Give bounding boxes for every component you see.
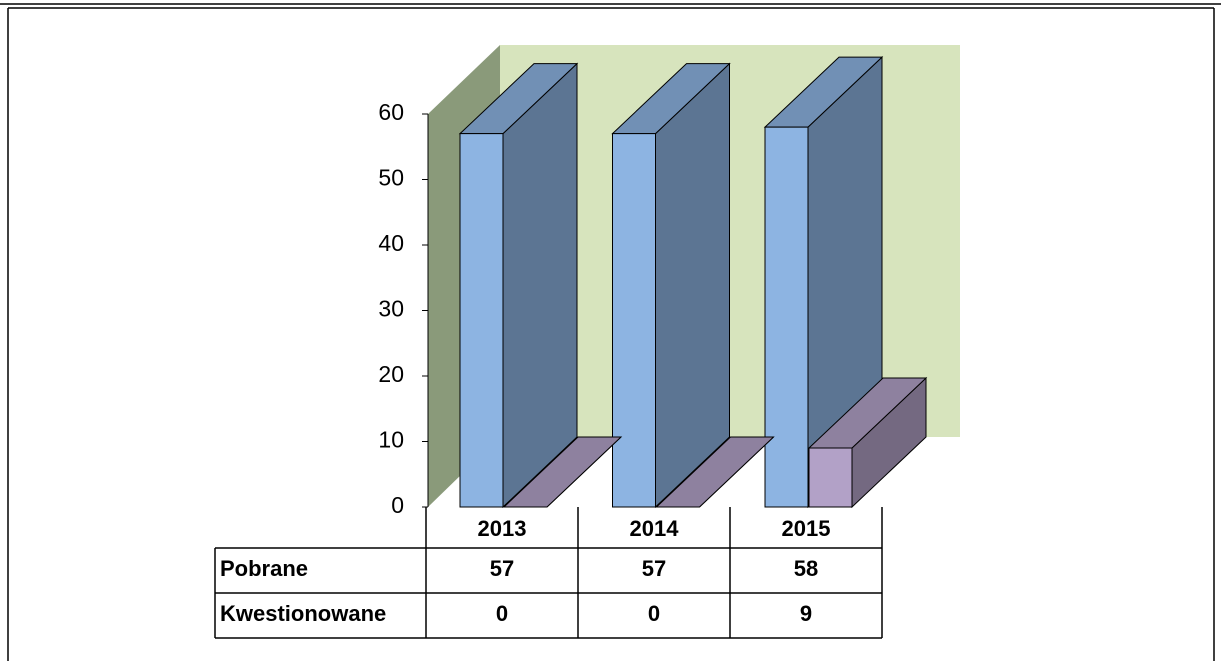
y-tick-label: 30 — [378, 296, 404, 322]
bar — [763, 55, 884, 509]
data-label: 57 — [642, 556, 666, 581]
data-label: 57 — [490, 556, 514, 581]
x-tick-label: 2015 — [782, 516, 831, 541]
legend-label: Pobrane — [220, 556, 308, 581]
y-tick-label: 0 — [391, 492, 404, 518]
bar — [655, 436, 775, 508]
bar-side — [655, 62, 730, 509]
legend-label: Kwestionowane — [220, 601, 386, 626]
data-label: 58 — [794, 556, 818, 581]
bar — [458, 62, 579, 509]
y-tick-label: 10 — [378, 427, 404, 453]
bar-front — [612, 133, 656, 508]
bar-front — [764, 126, 809, 508]
bar — [807, 376, 928, 509]
bar — [611, 62, 731, 509]
data-label: 9 — [800, 601, 812, 626]
bar-side — [502, 62, 578, 509]
bar-top — [655, 436, 775, 508]
data-label: 0 — [648, 601, 660, 626]
data-table — [214, 507, 883, 639]
x-tick-label: 2013 — [478, 516, 527, 541]
y-tick-label: 40 — [378, 230, 404, 256]
bar-top — [502, 436, 623, 508]
x-tick-label: 2014 — [630, 516, 680, 541]
bar-front — [808, 447, 853, 508]
bar-front — [459, 133, 504, 508]
y-tick-label: 60 — [378, 99, 404, 125]
y-tick-label: 50 — [378, 165, 404, 191]
data-label: 0 — [496, 601, 508, 626]
y-tick-label: 20 — [378, 361, 404, 387]
bar — [502, 436, 623, 508]
